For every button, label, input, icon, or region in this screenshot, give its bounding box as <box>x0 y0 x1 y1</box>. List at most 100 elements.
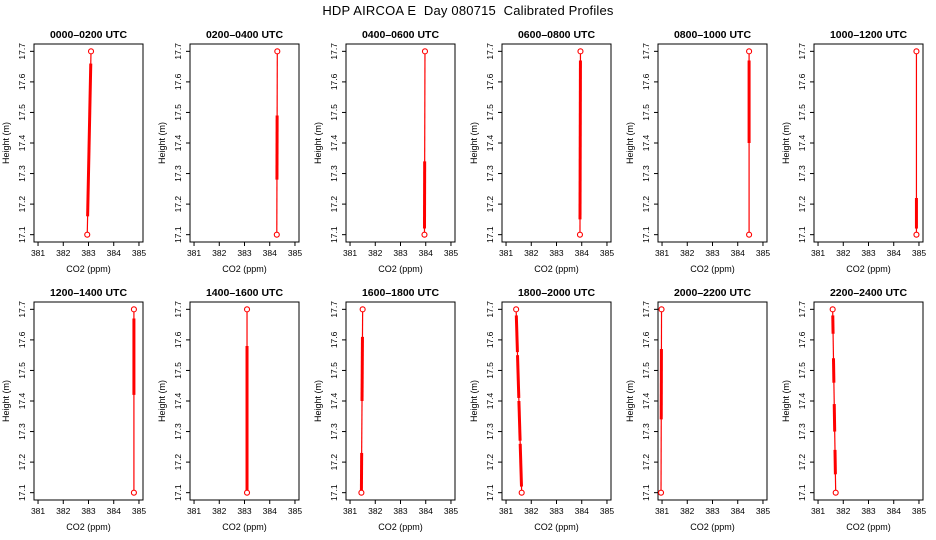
x-tick-label: 383 <box>861 506 875 516</box>
y-tick-label: 17.1 <box>173 484 183 501</box>
y-tick-label: 17.5 <box>173 362 183 379</box>
plot-frame <box>813 301 924 501</box>
plot-frame <box>189 43 300 243</box>
x-tick-label: 383 <box>237 506 251 516</box>
profile-panel: 2000–2200 UTC 381 382 383 384 385 17.1 17.2 17.3… <box>625 287 770 532</box>
x-tick-label: 384 <box>731 506 745 516</box>
plot-frame <box>657 43 768 243</box>
y-tick-label: 17.1 <box>329 484 339 501</box>
x-tick-label: 384 <box>419 248 433 258</box>
y-tick-label: 17.6 <box>329 331 339 348</box>
y-tick-label: 17.7 <box>485 301 495 318</box>
plot-frame <box>501 43 612 243</box>
y-tick-label: 17.6 <box>329 73 339 90</box>
profile-marker <box>421 48 429 55</box>
profile-marker <box>829 306 836 313</box>
profile-panel: 0800–1000 UTC 381 382 383 384 385 17.1 17.2 17.3… <box>625 29 770 274</box>
y-tick-label: 17.2 <box>485 196 495 213</box>
profile-marker <box>513 306 520 313</box>
profile-line-thick <box>517 400 522 441</box>
x-tick-label: 384 <box>731 248 745 258</box>
y-tick-label: 17.6 <box>485 331 495 348</box>
y-axis-label: Height (m) <box>1 122 11 164</box>
y-tick-label: 17.4 <box>329 392 339 409</box>
y-tick-label: 17.6 <box>173 73 183 90</box>
profile-marker <box>243 306 251 313</box>
x-tick-label: 382 <box>56 248 70 258</box>
y-tick-label: 17.4 <box>641 134 651 151</box>
x-tick-label: 381 <box>31 248 45 258</box>
y-tick-label: 17.6 <box>797 331 807 348</box>
y-tick-label: 17.3 <box>173 165 183 182</box>
y-tick-label: 17.7 <box>329 301 339 318</box>
panel-title: 1200–1400 UTC <box>50 287 127 299</box>
x-tick-label: 385 <box>132 248 146 258</box>
profile-panel: 0400–0600 UTC 381 382 383 384 385 17.1 17.2 17.3… <box>313 29 458 274</box>
x-tick-label: 381 <box>811 506 825 516</box>
profile-panel: 0600–0800 UTC 381 382 383 384 385 17.1 17.2 17.3… <box>469 29 614 274</box>
x-axis-label: CO2 (ppm) <box>846 522 891 532</box>
panel-title: 0600–0800 UTC <box>518 29 595 41</box>
panel-title: 0400–0600 UTC <box>362 29 439 41</box>
x-axis-label: CO2 (ppm) <box>534 522 579 532</box>
x-axis-label: CO2 (ppm) <box>846 264 891 274</box>
x-tick-label: 383 <box>705 248 719 258</box>
x-axis-label: CO2 (ppm) <box>378 264 423 274</box>
y-tick-label: 17.3 <box>329 423 339 440</box>
x-tick-label: 382 <box>680 248 694 258</box>
y-axis-label: Height (m) <box>625 122 635 164</box>
y-tick-label: 17.3 <box>329 165 339 182</box>
y-tick-label: 17.4 <box>485 392 495 409</box>
y-tick-label: 17.1 <box>641 484 651 501</box>
x-tick-label: 382 <box>524 506 538 516</box>
profile-panel: 1400–1600 UTC 381 382 383 384 385 17.1 17.2 17.3… <box>157 287 302 532</box>
profile-marker <box>274 48 281 55</box>
y-tick-label: 17.5 <box>329 362 339 379</box>
profile-marker <box>746 231 753 238</box>
x-tick-label: 383 <box>237 248 251 258</box>
y-tick-label: 17.7 <box>173 43 183 60</box>
x-axis-label: CO2 (ppm) <box>66 522 111 532</box>
profile-line-thick <box>516 355 521 398</box>
profile-marker <box>913 48 920 55</box>
panel-title: 1800–2000 UTC <box>518 287 595 299</box>
x-tick-label: 385 <box>132 506 146 516</box>
x-tick-label: 385 <box>912 506 926 516</box>
profile-line-thick <box>514 315 519 353</box>
x-tick-label: 381 <box>31 506 45 516</box>
y-tick-label: 17.2 <box>485 454 495 471</box>
profile-marker <box>913 231 920 238</box>
panel-title: 0200–0400 UTC <box>206 29 283 41</box>
profile-marker <box>87 48 95 55</box>
profile-line-thick <box>518 443 523 487</box>
y-axis-label: Height (m) <box>625 380 635 422</box>
panel-title: 2200–2400 UTC <box>830 287 907 299</box>
x-tick-label: 381 <box>499 248 513 258</box>
profile-panel: 2200–2400 UTC 381 382 383 384 385 17.1 17.2 17.3… <box>781 287 926 532</box>
x-axis-label: CO2 (ppm) <box>690 522 735 532</box>
plot-frame <box>33 301 144 501</box>
profile-marker <box>577 48 584 55</box>
y-axis-label: Height (m) <box>469 380 479 422</box>
y-tick-label: 17.7 <box>797 301 807 318</box>
x-tick-label: 385 <box>600 248 614 258</box>
y-tick-label: 17.2 <box>173 196 183 213</box>
y-tick-label: 17.7 <box>17 43 27 60</box>
y-tick-label: 17.1 <box>17 226 27 243</box>
x-tick-label: 381 <box>343 506 357 516</box>
x-axis-label: CO2 (ppm) <box>378 522 423 532</box>
x-tick-label: 382 <box>680 506 694 516</box>
y-tick-label: 17.4 <box>173 134 183 151</box>
x-tick-label: 384 <box>575 248 589 258</box>
x-tick-label: 385 <box>444 506 458 516</box>
y-tick-label: 17.1 <box>641 226 651 243</box>
charts-grid: 0000–0200 UTC 381 382 383 384 385 17.1 17.2 17.3… <box>0 24 936 540</box>
x-tick-label: 381 <box>811 248 825 258</box>
profile-marker <box>658 306 665 313</box>
x-axis-label: CO2 (ppm) <box>222 522 267 532</box>
y-axis-label: Height (m) <box>469 122 479 164</box>
x-tick-label: 381 <box>187 506 201 516</box>
x-axis-label: CO2 (ppm) <box>66 264 111 274</box>
y-tick-label: 17.6 <box>173 331 183 348</box>
